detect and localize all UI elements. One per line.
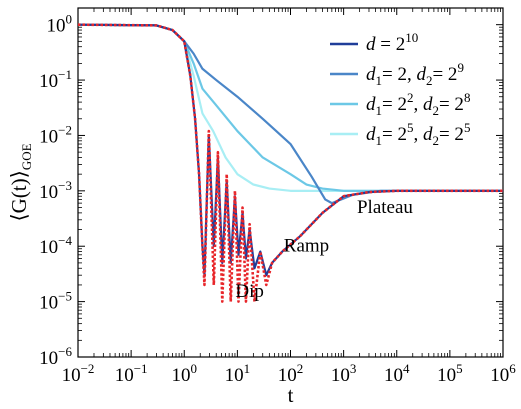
legend: d = 210​ d1​= 2, d2​= 29​d1​= 22​, d2​= 2…: [330, 30, 470, 148]
y-axis-label: ⟨G(t)⟩GOE: [7, 143, 34, 221]
annotation-plateau: Plateau: [357, 197, 413, 218]
x-tick-label: 10−2: [62, 361, 95, 386]
x-tick-label: 104: [384, 361, 410, 386]
x-axis-label: t: [288, 383, 294, 407]
plot-area-border: [77, 7, 504, 358]
legend-label: d1​= 22​, d2​= 28​: [366, 90, 470, 118]
y-tick-label: 10−2: [39, 122, 72, 147]
annotation-dip: Dip: [235, 281, 264, 302]
x-tick-label: 101: [225, 361, 251, 386]
y-tick-label: 10−3: [39, 178, 72, 203]
legend-label: d = 210​: [366, 30, 418, 55]
y-tick-label: 10−1: [39, 67, 72, 92]
y-tick-label: 10−6: [39, 344, 72, 369]
x-tick-label: 105: [437, 361, 463, 386]
annotation-ramp: Ramp: [284, 236, 329, 257]
x-tick-label: 10−1: [115, 361, 148, 386]
x-tick-label: 102: [278, 361, 304, 386]
legend-label: d1​= 25​, d2​= 25​: [366, 120, 470, 148]
x-tick-label: 103: [331, 361, 357, 386]
axis-ticks: 10−2 10−1 100 101 102 103 104 105 106 100 10−1 10−2…: [39, 8, 516, 386]
y-tick-label: 100: [47, 12, 73, 37]
plot-frame: [77, 7, 504, 358]
series-lines: [77, 23, 503, 303]
y-tick-label: 10−4: [39, 233, 72, 258]
annotations: Plateau Ramp Dip: [235, 197, 413, 302]
legend-label: d1​= 2, d2​= 29​: [366, 60, 464, 88]
series-line-4: [77, 23, 503, 303]
x-tick-label: 106: [490, 361, 516, 386]
x-tick-label: 100: [172, 361, 198, 386]
y-tick-label: 10−5: [39, 289, 72, 314]
